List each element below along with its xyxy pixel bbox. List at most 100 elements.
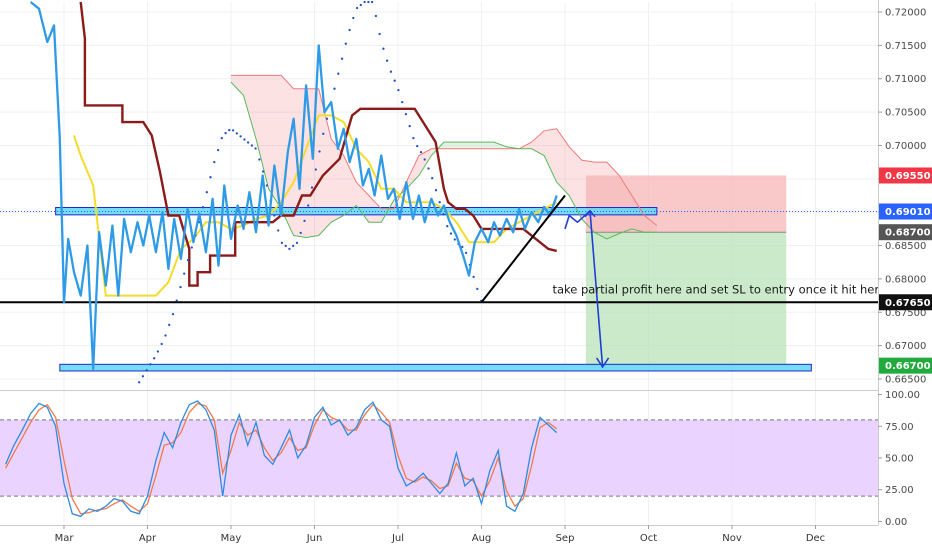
price-badge-label: 0.66700 bbox=[885, 361, 931, 372]
chikou-dot bbox=[385, 59, 389, 62]
price-line bbox=[29, 1, 558, 371]
stochastic-panel bbox=[0, 400, 878, 518]
support-zone[interactable] bbox=[59, 363, 812, 372]
chikou-dot bbox=[333, 87, 336, 90]
time-tick-label: Jul bbox=[391, 533, 404, 544]
price-tick-label: 0.67500 bbox=[885, 308, 926, 319]
price-tick-label: 0.70000 bbox=[885, 141, 926, 152]
chikou-dot bbox=[168, 323, 171, 327]
chikou-dot bbox=[175, 299, 178, 302]
trendline[interactable] bbox=[480, 194, 566, 303]
projection-arrowhead[interactable] bbox=[595, 357, 610, 369]
chikou-dot bbox=[363, 0, 366, 4]
time-tick-label: Apr bbox=[139, 533, 157, 544]
stop-loss-zone[interactable] bbox=[585, 175, 787, 233]
chikou-dot bbox=[322, 132, 325, 135]
projection-path[interactable] bbox=[564, 210, 604, 368]
price-tick-label: 0.68000 bbox=[885, 274, 926, 285]
price-tick-label: 0.70500 bbox=[885, 108, 926, 119]
annotations: take partial profit here and set SL to e… bbox=[552, 283, 885, 297]
stoch-tick-label: 100.00 bbox=[885, 390, 920, 401]
chikou-dot bbox=[288, 247, 291, 251]
price-zones[interactable] bbox=[55, 207, 812, 372]
chikou-dot bbox=[355, 6, 359, 10]
price-tick-label: 0.68500 bbox=[885, 241, 926, 252]
chikou-dot bbox=[239, 135, 242, 138]
chikou-dot bbox=[337, 72, 340, 75]
chikou-dot bbox=[325, 117, 329, 120]
chikou-dot bbox=[461, 245, 464, 249]
chikou-dot bbox=[261, 170, 265, 173]
chikou-dot bbox=[299, 231, 302, 235]
chikou-dot bbox=[404, 112, 408, 116]
chikou-dot bbox=[314, 168, 317, 171]
price-tick-label: 0.71500 bbox=[885, 41, 926, 52]
chikou-dot bbox=[434, 189, 438, 192]
chikou-dot bbox=[359, 3, 362, 7]
chikou-dot bbox=[231, 129, 235, 132]
chikou-dot bbox=[164, 334, 167, 337]
stoch-tick-label: 50.00 bbox=[885, 454, 914, 465]
cloud-segment bbox=[231, 75, 244, 96]
stochastic-band bbox=[0, 419, 878, 497]
price-badge bbox=[879, 167, 932, 184]
cloud-segment bbox=[406, 155, 419, 189]
senkou-a-line bbox=[230, 81, 657, 240]
chikou-dot bbox=[228, 128, 231, 132]
time-tick-label: Aug bbox=[472, 533, 492, 544]
chikou-dot bbox=[393, 79, 396, 82]
projection-arrowhead-up[interactable] bbox=[584, 209, 596, 218]
time-tick-label: Nov bbox=[722, 533, 742, 544]
cloud-segment bbox=[418, 148, 432, 176]
drawings[interactable] bbox=[480, 194, 610, 369]
chikou-dot bbox=[277, 229, 280, 232]
price-badge-label: 0.69550 bbox=[885, 171, 931, 182]
price-badge-label: 0.67650 bbox=[885, 298, 931, 309]
chikou-dot bbox=[416, 144, 419, 148]
chikou-dot bbox=[389, 70, 393, 73]
position-tool[interactable] bbox=[585, 175, 787, 366]
price-badge-label: 0.68700 bbox=[885, 228, 931, 239]
price-badge-label: 0.69010 bbox=[885, 207, 931, 218]
chikou-dot bbox=[190, 246, 193, 249]
time-tick-label: May bbox=[221, 533, 242, 544]
chikou-dot bbox=[472, 275, 475, 279]
chikou-dot bbox=[442, 213, 445, 216]
price-series bbox=[29, 0, 658, 384]
price-axis-background bbox=[878, 0, 932, 550]
horizontal-lines[interactable] bbox=[0, 211, 878, 304]
chikou-dot bbox=[318, 150, 321, 153]
cloud-segment bbox=[481, 142, 494, 149]
time-tick-label: Oct bbox=[640, 533, 657, 544]
cloud-segment bbox=[243, 75, 256, 139]
chikou-dot bbox=[243, 138, 246, 141]
chikou-dot bbox=[412, 136, 415, 140]
chikou-dot bbox=[423, 158, 426, 161]
chikou-dot bbox=[419, 150, 423, 154]
chikou-dot bbox=[292, 244, 295, 248]
price-axis[interactable]: 0.72000 0.71500 0.71000 0.70500 0.70000 0.695… bbox=[878, 0, 932, 550]
stoch-tick-label: 75.00 bbox=[885, 422, 914, 433]
chikou-dot bbox=[138, 381, 141, 384]
chikou-dot bbox=[382, 47, 385, 50]
chikou-dot bbox=[209, 176, 212, 179]
chikou-dot bbox=[145, 369, 148, 372]
chikou-dot bbox=[179, 285, 182, 289]
chikou-dot bbox=[201, 206, 205, 209]
take-profit-zone[interactable] bbox=[585, 232, 787, 366]
chikou-dot bbox=[453, 238, 456, 241]
cloud-segment bbox=[343, 155, 357, 216]
chikou-dot bbox=[265, 184, 269, 187]
time-tick-label: Dec bbox=[806, 533, 825, 544]
price-badge bbox=[879, 224, 932, 241]
chikou-dot bbox=[340, 57, 344, 60]
resistance-zone[interactable] bbox=[55, 207, 658, 216]
chikou-dot bbox=[427, 167, 430, 170]
stochastic-k-line bbox=[5, 400, 558, 518]
time-axis[interactable]: Mar Apr May Jun Jul Aug Sep Oct Nov Dec bbox=[55, 525, 826, 544]
chikou-dot bbox=[273, 214, 276, 217]
chikou-dot bbox=[156, 350, 160, 353]
chikou-dot bbox=[431, 177, 434, 180]
chikou-dot bbox=[280, 241, 284, 245]
